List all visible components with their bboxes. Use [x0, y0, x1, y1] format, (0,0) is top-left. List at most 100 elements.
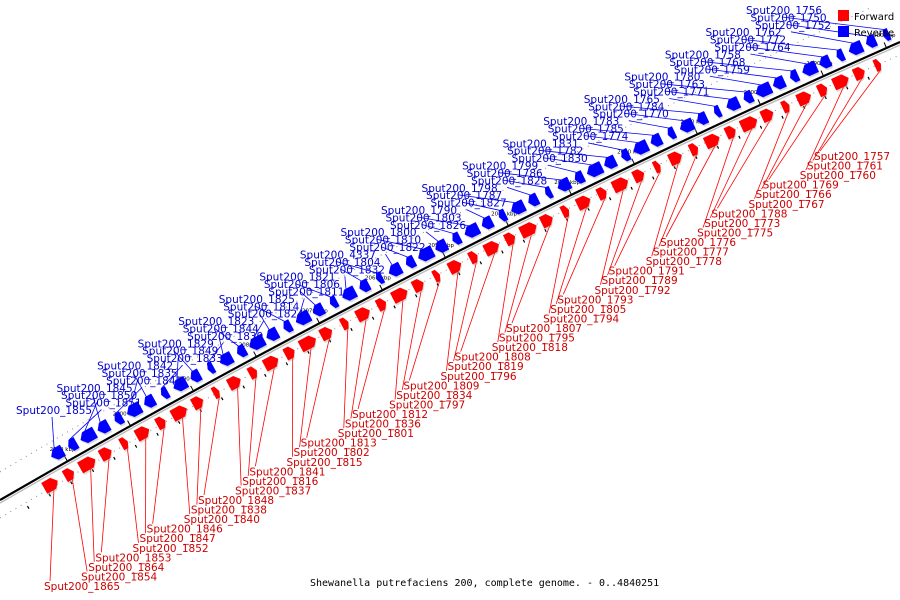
- reverse-gene-arrow: [329, 295, 340, 309]
- reverse-gene-label: Sput200_1849: [142, 346, 218, 358]
- track-marker: [479, 261, 483, 265]
- reverse-gene-arrow: [160, 386, 171, 400]
- track-marker: [414, 294, 418, 298]
- reverse-gene-label: Sput200_1810: [345, 235, 421, 247]
- forward-gene-arrow: [246, 366, 257, 380]
- forward-leader-line: [446, 271, 459, 371]
- reverse-gene-label: Sput200_1771: [633, 86, 709, 98]
- track-marker: [177, 420, 181, 424]
- forward-gene-label: Sput200_1757: [814, 151, 890, 163]
- reverse-gene-label: Sput200_1798: [422, 183, 498, 195]
- reverse-leader-line: [786, 24, 869, 37]
- backbone-shadow: [0, 44, 900, 504]
- tick-mark: [379, 284, 383, 291]
- reverse-gene-label: Sput200_4337: [300, 249, 376, 261]
- forward-gene-arrow: [97, 447, 112, 462]
- track-marker: [393, 305, 396, 309]
- forward-gene-arrow: [502, 232, 516, 247]
- forward-gene-arrow: [666, 151, 682, 167]
- reverse-gene-arrow: [713, 104, 723, 118]
- reverse-gene-arrow: [743, 89, 755, 104]
- track-marker: [156, 432, 159, 436]
- track-marker: [48, 493, 52, 497]
- reverse-gene-arrow: [544, 185, 555, 199]
- reverse-leader-line: [781, 16, 884, 30]
- forward-genes: [41, 58, 882, 496]
- reverse-gene-arrow: [865, 33, 879, 48]
- reverse-leader-line: [84, 402, 98, 432]
- legend: Forward Reverse: [838, 10, 894, 39]
- track-marker: [328, 339, 332, 343]
- reverse-gene-label: Sput200_1839: [187, 331, 263, 343]
- reverse-leader-line: [705, 68, 777, 79]
- forward-gene-label: Sput200_1766: [756, 189, 832, 201]
- forward-gene-arrow: [41, 477, 58, 494]
- reverse-leader-line: [176, 357, 179, 380]
- reverse-gene-arrow: [772, 75, 787, 90]
- reverse-gene-arrow: [697, 111, 710, 126]
- reverse-gene-label: Sput200_1790: [381, 205, 457, 217]
- forward-gene-arrow: [538, 213, 553, 229]
- track-marker: [759, 125, 763, 129]
- reverse-leader-line: [538, 149, 608, 158]
- forward-leader-line: [511, 225, 551, 324]
- track-marker: [522, 239, 526, 243]
- reverse-gene-label: Sput200_1845: [57, 383, 133, 395]
- reverse-gene-label: Sput200_1851: [66, 398, 142, 410]
- reverse-leader-line: [506, 186, 531, 196]
- forward-leader-line: [805, 86, 844, 171]
- forward-gene-label: Sput200_1795: [499, 333, 575, 345]
- forward-gene-arrow: [374, 298, 386, 312]
- forward-leader-line: [716, 120, 771, 209]
- reverse-gene-arrow: [283, 319, 295, 333]
- forward-gene-arrow: [831, 74, 849, 91]
- reverse-gene-arrow: [528, 192, 541, 207]
- forward-gene-arrow: [118, 437, 129, 451]
- reverse-leader-line: [299, 298, 305, 314]
- forward-gene-arrow: [61, 468, 74, 483]
- track-marker: [652, 176, 655, 180]
- forward-leader-line: [203, 397, 220, 496]
- tick-mark: [820, 70, 824, 77]
- forward-gene-arrow: [189, 396, 204, 411]
- reverse-gene-arrow: [586, 161, 605, 178]
- label-leader-lines: [49, 16, 884, 582]
- forward-leader-line: [709, 128, 753, 219]
- forward-gene-label: Sput200_1797: [389, 399, 465, 411]
- reverse-leader-line: [295, 283, 331, 298]
- forward-gene-arrow: [482, 240, 499, 257]
- forward-gene-arrow: [518, 222, 537, 239]
- reverse-leader-line: [461, 201, 500, 211]
- reverse-leader-line: [173, 350, 193, 372]
- reverse-gene-arrow: [511, 199, 527, 215]
- reverse-gene-label: Sput200_1829: [138, 338, 214, 350]
- forward-leader-line: [237, 387, 242, 486]
- track-marker: [544, 228, 547, 233]
- forward-gene-label: Sput200_1819: [448, 361, 524, 373]
- reverse-gene-arrow: [312, 302, 327, 317]
- reverse-leader-line: [380, 246, 408, 258]
- reverse-gene-label: Sput200_1835: [102, 368, 178, 380]
- forward-leader-line: [754, 111, 789, 199]
- reverse-gene-label: Sput200_1827: [431, 198, 507, 210]
- reverse-leader-line: [425, 231, 439, 242]
- reverse-gene-label: Sput200_1770: [593, 109, 669, 121]
- track-marker: [307, 350, 310, 354]
- reverse-gene-label: Sput200_1803: [385, 212, 461, 224]
- reverse-gene-label: Sput200_1804: [304, 257, 380, 269]
- forward-leader-line: [196, 407, 202, 505]
- forward-gene-label: Sput200_1852: [132, 543, 208, 555]
- tick-mark: [190, 385, 194, 392]
- reverse-gene-arrow: [375, 271, 386, 285]
- reverse-gene-label: Sput200_1844: [183, 324, 259, 336]
- forward-gene-label: Sput200_1794: [543, 313, 619, 325]
- figure-caption: Shewanella putrefaciens 200, complete ge…: [310, 578, 659, 589]
- reverse-leader-line: [741, 38, 838, 51]
- reverse-gene-arrow: [633, 139, 651, 155]
- forward-gene-label: Sput200_1865: [44, 581, 120, 593]
- reverse-gene-arrow: [802, 60, 820, 77]
- forward-gene-label: Sput200_1777: [653, 247, 729, 259]
- reverse-gene-arrow: [790, 68, 801, 83]
- tick-mark: [568, 189, 572, 196]
- reverse-gene-arrow: [114, 411, 126, 425]
